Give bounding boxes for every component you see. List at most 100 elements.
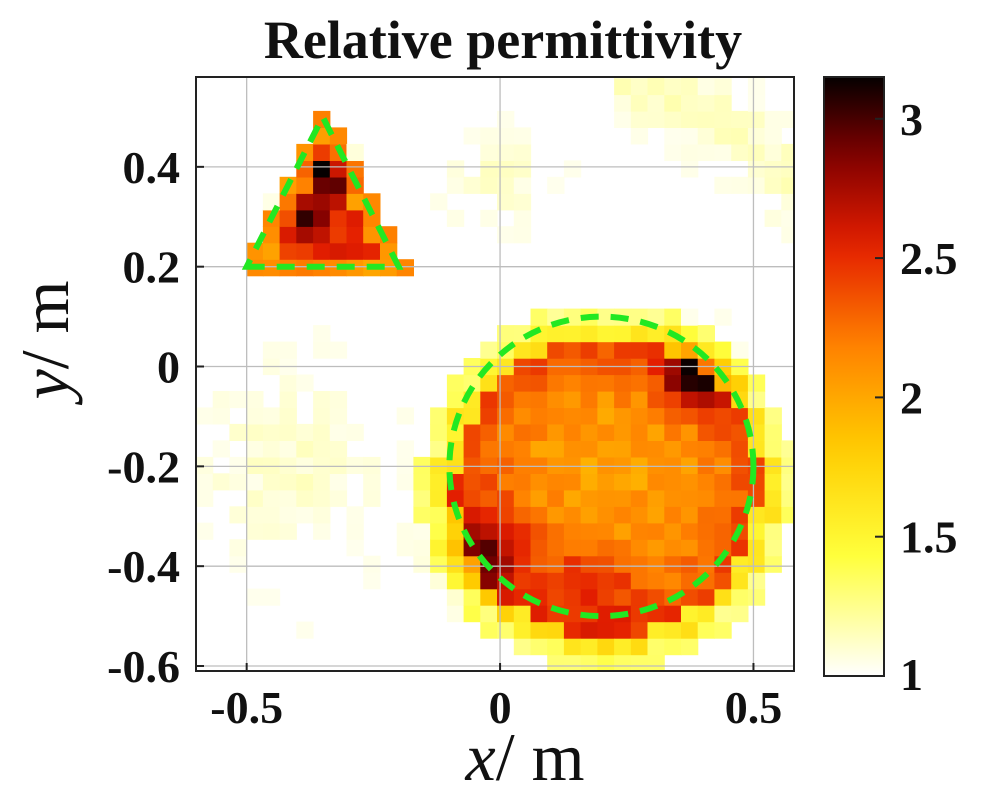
y-axis-ticks: 0.4 0.2 0 -0.2 -0.4 -0.6 xyxy=(107,142,204,692)
heatmap-cell xyxy=(664,539,682,557)
heatmap-cell xyxy=(463,588,481,606)
y-tick-label: 0.2 xyxy=(123,242,181,293)
heatmap-cell xyxy=(329,473,348,491)
heatmap-cell xyxy=(697,473,715,491)
heatmap-cell xyxy=(463,555,481,573)
heatmap-cell xyxy=(747,506,766,524)
heatmap-cell xyxy=(446,605,465,623)
heatmap-cell xyxy=(446,423,465,441)
heatmap-cell xyxy=(597,654,615,671)
heatmap-cell xyxy=(580,654,598,671)
heatmap-cell xyxy=(463,506,481,524)
heatmap-cell xyxy=(714,440,732,458)
heatmap-cell xyxy=(781,473,794,491)
heatmap-cell xyxy=(513,473,532,491)
heatmap-cell xyxy=(714,391,732,409)
heatmap-cell xyxy=(597,440,615,458)
y-tick-label: 0.4 xyxy=(123,142,181,193)
heatmap-cell xyxy=(497,489,515,507)
heatmap-cell xyxy=(346,423,364,441)
heatmap-cell xyxy=(697,539,715,557)
heatmap-cell xyxy=(463,456,481,474)
heatmap-cell xyxy=(246,456,264,474)
heatmap-cell xyxy=(664,522,682,540)
heatmap-cell xyxy=(630,506,649,524)
heatmap-cell xyxy=(296,193,314,211)
heatmap-cell xyxy=(480,127,498,145)
heatmap-cell xyxy=(480,423,498,441)
heatmap-cell xyxy=(580,391,598,409)
heatmap-cell xyxy=(547,341,565,359)
heatmap-cell xyxy=(480,440,498,458)
heatmap-cell xyxy=(781,226,794,244)
colorbar-tick-label: 3 xyxy=(900,94,923,145)
heatmap-cell xyxy=(681,341,699,359)
heatmap-cell xyxy=(329,176,348,194)
heatmap-cell xyxy=(681,489,699,507)
heatmap-cell xyxy=(781,456,794,474)
heatmap-cell xyxy=(530,555,548,573)
heatmap-cell xyxy=(246,423,264,441)
heatmap-cell xyxy=(463,489,481,507)
heatmap-cell xyxy=(329,440,348,458)
heatmap-cell xyxy=(781,489,794,507)
heatmap-cell xyxy=(714,143,732,161)
heatmap-cell xyxy=(764,440,782,458)
heatmap-cell xyxy=(697,621,715,639)
heatmap-cell xyxy=(563,325,582,343)
heatmap-cell xyxy=(363,209,381,227)
heatmap-cell xyxy=(597,522,615,540)
heatmap-cell xyxy=(513,539,532,557)
colorbar-tick-label: 2.5 xyxy=(900,233,958,284)
heatmap-cell xyxy=(513,588,532,606)
heatmap-cell xyxy=(547,506,565,524)
heatmap-cell xyxy=(547,638,565,656)
heatmap-cell xyxy=(563,588,582,606)
heatmap-cell xyxy=(530,341,548,359)
heatmap-cell xyxy=(329,407,348,425)
heatmap-cell xyxy=(279,407,297,425)
heatmap-cell xyxy=(597,638,615,656)
heatmap-cell xyxy=(363,242,381,260)
heatmap-cell xyxy=(647,555,665,573)
heatmap-cell xyxy=(480,605,498,623)
heatmap-cell xyxy=(747,160,766,178)
heatmap-cell xyxy=(313,160,331,178)
heatmap-cell xyxy=(747,588,766,606)
heatmap-cell xyxy=(714,78,732,96)
heatmap-cell xyxy=(279,374,297,392)
heatmap-cell xyxy=(747,423,766,441)
heatmap-cell xyxy=(697,440,715,458)
heatmap-cell xyxy=(497,325,515,343)
heatmap-cell xyxy=(731,572,749,590)
x-tick-label: -0.5 xyxy=(210,682,283,733)
heatmap-cell xyxy=(597,341,615,359)
heatmap-cell xyxy=(647,473,665,491)
heatmap-cell xyxy=(463,127,481,145)
heatmap-cell xyxy=(329,456,348,474)
heatmap-cell xyxy=(664,555,682,573)
heatmap-cell xyxy=(497,621,515,639)
heatmap-cell xyxy=(530,391,548,409)
heatmap-cell xyxy=(664,473,682,491)
heatmap-cell xyxy=(296,456,314,474)
heatmap-cell xyxy=(497,456,515,474)
heatmap-cell xyxy=(630,555,649,573)
heatmap-cell xyxy=(563,539,582,557)
heatmap-cell xyxy=(697,110,715,128)
heatmap-cell xyxy=(497,555,515,573)
heatmap-cell xyxy=(513,160,532,178)
heatmap-cell xyxy=(614,588,632,606)
heatmap-cell xyxy=(697,78,715,96)
heatmap-cell xyxy=(781,143,794,161)
heatmap-cell xyxy=(196,489,214,507)
heatmap-cell xyxy=(446,522,465,540)
heatmap-cell xyxy=(413,539,431,557)
heatmap-cell xyxy=(697,522,715,540)
heatmap-cell xyxy=(346,539,364,557)
heatmap-cell xyxy=(681,539,699,557)
heatmap-cell xyxy=(597,308,615,326)
heatmap-cell xyxy=(513,440,532,458)
heatmap-cell xyxy=(731,341,749,359)
heatmap-cell xyxy=(497,193,515,211)
